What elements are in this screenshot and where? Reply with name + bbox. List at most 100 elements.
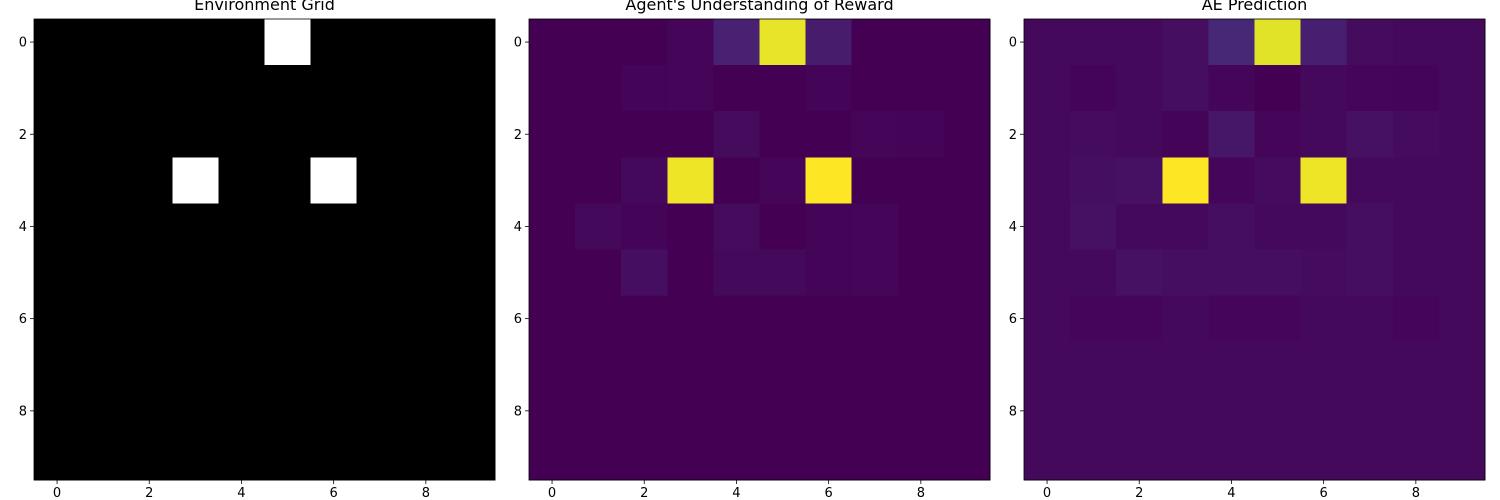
heatmap-cell — [1208, 433, 1256, 481]
heatmap-cell — [356, 341, 404, 389]
heatmap-cell — [621, 203, 668, 251]
heatmap-cell — [34, 111, 81, 158]
heatmap-cell — [34, 19, 81, 66]
heatmap-cell — [1438, 433, 1486, 481]
heatmap-cell — [529, 341, 576, 389]
heatmap-cell — [172, 203, 219, 251]
plot-frame — [528, 18, 991, 481]
heatmap-cell — [34, 433, 81, 481]
heatmap-cell — [1024, 387, 1071, 435]
heatmap-cell — [1254, 433, 1302, 481]
x-tick-label: 8 — [422, 486, 430, 500]
heatmap-cell — [1208, 65, 1256, 112]
heatmap-cell — [575, 203, 622, 251]
heatmap-cell — [80, 387, 127, 435]
heatmap-cell — [1392, 387, 1440, 435]
heatmap-cell — [667, 19, 714, 66]
heatmap-cell — [1070, 341, 1117, 389]
y-tick-label: 2 — [1009, 128, 1017, 143]
heatmap-cell — [943, 157, 991, 204]
x-tick-label: 4 — [237, 486, 245, 500]
heatmap-cell — [943, 65, 991, 112]
heatmap-cell — [1346, 249, 1394, 297]
heatmap-cell — [897, 341, 945, 389]
y-tick-label: 4 — [19, 220, 27, 235]
heatmap-cell — [575, 19, 622, 66]
heatmap-cell — [264, 341, 312, 389]
x-tick-label: 6 — [825, 486, 833, 500]
heatmap-cell — [1208, 249, 1256, 297]
heatmap-cell — [1116, 249, 1163, 297]
heatmap-cell — [713, 249, 761, 297]
heatmap-cell — [621, 249, 668, 297]
heatmap-cell — [897, 203, 945, 251]
heatmap-cell — [126, 341, 173, 389]
heatmap-cell — [402, 433, 450, 481]
heatmap-cell — [448, 203, 496, 251]
x-tick-label: 0 — [548, 486, 556, 500]
heatmap-cell — [356, 387, 404, 435]
heatmap-cell — [264, 19, 312, 66]
heatmap-cell — [621, 433, 668, 481]
heatmap-cell — [34, 65, 81, 112]
heatmap-cell — [575, 295, 622, 343]
y-tick-label: 6 — [19, 312, 27, 327]
heatmap-cell — [1438, 203, 1486, 251]
heatmap-cell — [448, 295, 496, 343]
heatmap-cell — [1116, 295, 1163, 343]
x-tick-label: 6 — [1320, 486, 1328, 500]
heatmap-cell — [126, 203, 173, 251]
heatmap-cell — [1392, 203, 1440, 251]
heatmap-cell — [356, 157, 404, 204]
heatmap-cell — [126, 111, 173, 158]
heatmap-cell — [1392, 111, 1440, 158]
x-tick-label: 2 — [145, 486, 153, 500]
heatmap-cell — [1024, 295, 1071, 343]
heatmap-cell — [264, 249, 312, 297]
heatmap-cell — [356, 203, 404, 251]
x-tick-label: 4 — [732, 486, 740, 500]
heatmap-cell — [264, 387, 312, 435]
heatmap-cell — [1024, 111, 1071, 158]
heatmap-cell — [1208, 203, 1256, 251]
heatmap-cell — [1162, 111, 1209, 158]
heatmap-cell — [575, 157, 622, 204]
heatmap-cell — [1208, 157, 1256, 204]
heatmap-cell — [529, 387, 576, 435]
heatmap-cell — [1346, 65, 1394, 112]
heatmap-cell — [218, 203, 266, 251]
heatmap-cell — [1346, 341, 1394, 389]
heatmap-cell — [713, 387, 761, 435]
heatmap-cell — [759, 387, 807, 435]
heatmap-cell — [402, 157, 450, 204]
heatmap-cell — [448, 157, 496, 204]
heatmap-cell — [1070, 65, 1117, 112]
heatmap-cell — [126, 433, 173, 481]
heatmap-cell — [851, 19, 899, 66]
heatmap-cell — [1116, 65, 1163, 112]
heatmap-cell — [402, 111, 450, 158]
y-tick-label: 6 — [514, 312, 522, 327]
heatmap-cell — [402, 203, 450, 251]
heatmap-cell — [621, 65, 668, 112]
heatmap-cell — [218, 157, 266, 204]
heatmap-cell — [402, 295, 450, 343]
heatmap-cell — [1024, 203, 1071, 251]
heatmap-cell — [667, 111, 714, 158]
heatmap-cell — [172, 111, 219, 158]
heatmap-cell — [218, 19, 266, 66]
heatmap-cell — [529, 433, 576, 481]
heatmap-cell — [1116, 19, 1163, 66]
heatmap-cell — [805, 433, 853, 481]
heatmap-cell — [402, 387, 450, 435]
heatmap-cell — [1438, 65, 1486, 112]
heatmap-cell — [713, 111, 761, 158]
heatmap-cell — [943, 295, 991, 343]
heatmap-cell — [529, 111, 576, 158]
heatmap-cell — [310, 387, 358, 435]
heatmap-cell — [1162, 341, 1209, 389]
heatmap-cell — [1392, 433, 1440, 481]
heatmap-cell — [1254, 65, 1302, 112]
heatmap-cell — [713, 295, 761, 343]
heatmap-cell — [1116, 111, 1163, 158]
